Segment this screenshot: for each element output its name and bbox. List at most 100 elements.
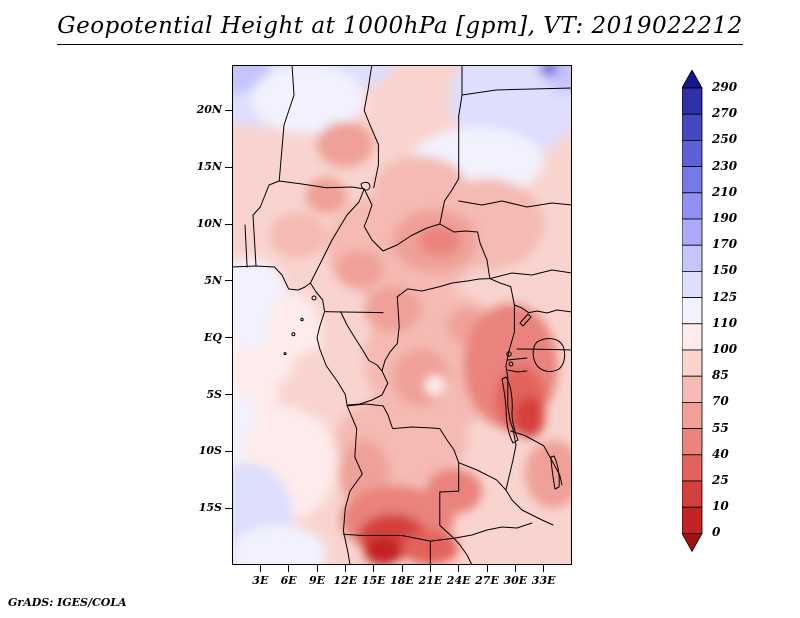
field-blob — [419, 226, 461, 256]
island-annobon — [283, 352, 287, 356]
lon-tick-label: 18E — [390, 574, 414, 587]
colorbar-arrow-down-icon — [682, 532, 703, 553]
lon-tick-label: 27E — [475, 574, 499, 587]
lake-albert — [519, 313, 532, 327]
lat-tick-label: 15N — [196, 160, 222, 174]
field-blob — [514, 396, 545, 438]
colorbar-label: 100 — [712, 342, 738, 356]
lat-tick-label: 5N — [204, 273, 222, 287]
island-principe — [300, 317, 304, 322]
lon-tick-mark — [344, 565, 346, 572]
lat-tick-mark — [225, 280, 232, 282]
colorbar-cell — [682, 375, 703, 403]
field-blob — [424, 375, 446, 396]
colorbar-label: 150 — [712, 263, 738, 278]
lon-tick-label: 24E — [446, 574, 471, 587]
colorbar-cell — [682, 270, 703, 298]
border-car-drc-ssudan — [396, 230, 572, 298]
colorbar-cell — [682, 454, 703, 482]
lon-tick-label: 12E — [333, 574, 358, 587]
colorbar-label: 125 — [712, 289, 738, 304]
colorbar-label: 210 — [712, 184, 738, 199]
colorbar-label: 85 — [712, 368, 729, 383]
colorbar-label: 40 — [712, 446, 729, 461]
lat-tick-mark — [225, 109, 232, 111]
lake-malawi — [550, 455, 560, 490]
field-blob — [232, 525, 327, 565]
field-blob — [269, 212, 327, 259]
lon-tick-label: 9E — [308, 574, 326, 587]
colorbar-cell — [682, 218, 703, 246]
field-blob — [250, 65, 365, 134]
lon-tick-label: 15E — [361, 574, 386, 587]
lake-victoria — [532, 338, 566, 372]
colorbar-svg — [682, 70, 703, 553]
lon-tick-label: 3E — [252, 574, 269, 587]
colorbar-label: 55 — [712, 420, 729, 435]
border-east-africa — [507, 304, 572, 373]
plot-title: Geopotential Height at 1000hPa [gpm], VT… — [57, 13, 743, 45]
lake-tanganyika — [501, 376, 519, 444]
colorbar-cell — [682, 401, 703, 429]
colorbar-cell — [682, 428, 703, 456]
field-layer — [232, 65, 572, 565]
lon-tick-mark — [514, 565, 516, 572]
colorbar-label: 70 — [712, 394, 729, 409]
field-blob — [539, 65, 558, 76]
colorbar-label: 170 — [712, 237, 738, 252]
title-row: Geopotential Height at 1000hPa [gpm], VT… — [0, 13, 800, 45]
lon-tick-label: 30E — [503, 574, 528, 587]
lake-edward — [508, 361, 514, 367]
lat-tick-mark — [225, 166, 232, 168]
lon-tick-mark — [458, 565, 460, 572]
field-blob — [334, 251, 385, 288]
colorbar-cell — [682, 192, 703, 220]
colorbar-label: 110 — [712, 315, 738, 330]
colorbar-label: 290 — [712, 80, 738, 94]
lon-tick-mark — [259, 565, 261, 572]
lon-tick-mark — [486, 565, 488, 572]
border-angola-zambia — [342, 403, 563, 565]
colorbar-cell — [682, 323, 703, 351]
lat-tick-label: 5S — [206, 387, 222, 401]
colorbar-label: 270 — [712, 106, 738, 121]
colorbar-cell — [682, 113, 703, 141]
lat-tick-mark — [225, 394, 232, 396]
lon-tick-mark — [543, 565, 545, 572]
lon-tick-label: 6E — [280, 574, 297, 587]
map-field-svg — [232, 65, 572, 565]
lat-tick-label: 10N — [196, 217, 222, 231]
island-bioko — [311, 295, 317, 301]
lon-tick-mark — [288, 565, 290, 572]
lake-kivu — [506, 351, 512, 357]
border-congo-gabon — [324, 296, 400, 406]
lat-tick-label: 10S — [198, 444, 222, 458]
field-blob — [317, 121, 374, 168]
border-car-sudan — [363, 65, 572, 252]
lon-tick-label: 21E — [418, 574, 443, 587]
colorbar-cell — [682, 506, 703, 534]
border-nigeria-cameroon-chad — [309, 65, 379, 284]
field-blob — [232, 65, 270, 94]
lake-chad — [360, 181, 371, 191]
field-blob — [288, 349, 346, 418]
lat-tick-mark — [225, 223, 232, 225]
colorbar-label: 0 — [712, 525, 721, 540]
lon-tick-mark — [316, 565, 318, 572]
colorbar-cell — [682, 297, 703, 325]
colorbar-cell — [682, 480, 703, 508]
map-plot-frame — [232, 65, 572, 565]
colorbar: 290 270 250 230 210 190 170 150 125 110 100 85 70 55 4… — [682, 70, 797, 565]
lon-tick-mark — [373, 565, 375, 572]
lon-tick-mark — [401, 565, 403, 572]
colorbar-arrow-up-icon — [682, 70, 703, 89]
colorbar-label: 10 — [712, 499, 729, 514]
lon-tick-label: 33E — [531, 574, 556, 587]
colorbar-label: 230 — [712, 158, 738, 173]
border-west-africa — [244, 65, 365, 268]
colorbar-cell — [682, 140, 703, 168]
colorbar-label: 190 — [712, 211, 738, 225]
colorbar-cell — [682, 349, 703, 377]
plot-border-rect — [232, 65, 572, 565]
